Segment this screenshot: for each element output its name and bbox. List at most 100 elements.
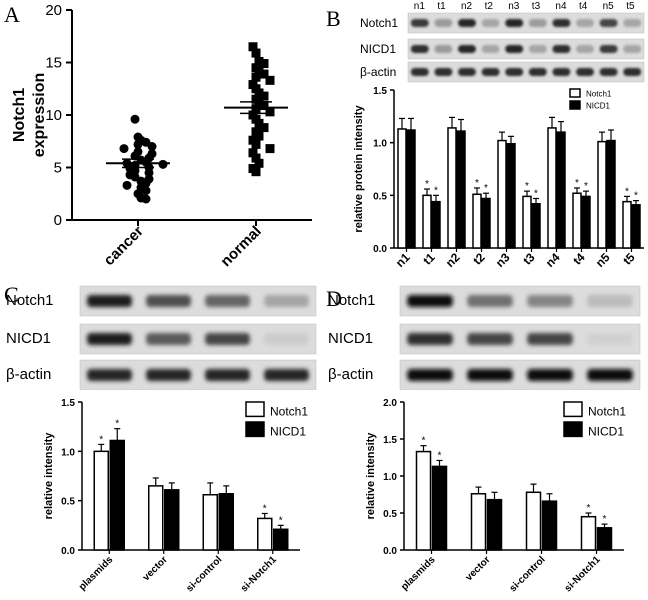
nicd1-bar <box>164 489 180 551</box>
significance-marker: * <box>475 178 479 189</box>
notch1-bar <box>622 200 632 249</box>
x-tick-label: vector <box>141 554 170 583</box>
significance-marker: * <box>422 436 426 447</box>
cancer-data-point <box>130 114 140 124</box>
x-tick-label: n4 <box>543 250 563 270</box>
panel-c-bar-chart: 0.0 0.5 1.0 1.5 relative intensity * * plasmids… <box>43 398 308 594</box>
y-tick-label: 2.0 <box>383 398 397 409</box>
legend-swatch-nicd1 <box>245 421 265 438</box>
x-tick-label: si-Notch1 <box>239 554 279 594</box>
cancer-data-point <box>141 186 151 196</box>
nicd1-bar <box>531 203 541 249</box>
cancer-data-point <box>122 180 132 190</box>
legend-swatch-notch1 <box>569 88 581 98</box>
significance-marker: * <box>425 179 429 190</box>
blot-band <box>458 45 476 53</box>
blot-band <box>527 369 573 381</box>
significance-marker: * <box>484 183 488 194</box>
blot-band <box>623 68 642 76</box>
y-tick-label: 0.0 <box>373 244 387 255</box>
legend-label-notch1: Notch1 <box>588 405 626 419</box>
y-tick-label: 5 <box>54 160 62 177</box>
legend-label-nicd1: NICD1 <box>586 102 611 111</box>
notch1-bar <box>397 128 407 249</box>
blot-band <box>587 369 633 381</box>
blot-row-label: β-actin <box>360 64 397 79</box>
blot-band <box>205 369 250 381</box>
blot-band <box>552 68 571 76</box>
blot-band <box>552 45 571 53</box>
x-tick-label: t4 <box>570 250 588 268</box>
blot-band <box>410 68 429 76</box>
notch1-bar <box>93 450 109 551</box>
blot-band <box>481 19 500 27</box>
significance-marker: * <box>584 181 588 192</box>
y-axis-title: relative intensity <box>43 432 55 520</box>
nicd1-bar <box>606 139 616 249</box>
y-tick-label: 1.5 <box>383 435 397 446</box>
blot-band <box>205 295 250 307</box>
blot-band <box>599 19 618 27</box>
x-tick-label: n5 <box>593 250 613 270</box>
nicd1-bar <box>541 500 558 551</box>
notch1-bar <box>525 491 542 551</box>
nicd1-bar <box>218 493 234 551</box>
blot-band <box>467 333 513 345</box>
x-tick-label: t1 <box>420 250 438 268</box>
notch1-bar <box>522 195 532 249</box>
normal-data-point <box>259 69 269 79</box>
cancer-data-point <box>141 194 151 204</box>
blot-band <box>146 369 191 381</box>
panel-letter-b: B <box>326 6 341 31</box>
notch1-bar <box>547 127 557 249</box>
notch1-bar <box>472 193 482 249</box>
nicd1-bar <box>456 130 466 249</box>
blot-row-label: β-actin <box>6 366 52 383</box>
blot-band <box>481 45 500 53</box>
blot-strip <box>407 12 645 34</box>
blot-band <box>623 45 642 53</box>
panel-b-western-blot: Notch1 NICD1 β-actin n1 t1 n2 t2 n3 t3 n4 t4 n5 t5 <box>360 0 648 86</box>
y-axis-title-line: Notch1 <box>11 88 28 142</box>
nicd1-bar <box>431 465 448 551</box>
notch1-bar <box>202 493 218 551</box>
nicd1-bar <box>506 142 516 249</box>
significance-marker: * <box>587 503 591 514</box>
significance-marker: * <box>625 186 629 197</box>
normal-data-point <box>248 148 258 158</box>
blot-lane-label: t1 <box>437 1 446 12</box>
significance-marker: * <box>438 450 442 461</box>
y-tick-label: 1.5 <box>61 398 75 409</box>
blot-band <box>467 295 513 307</box>
blot-image <box>399 285 641 390</box>
blot-band <box>434 68 453 76</box>
blot-row-label: Notch1 <box>6 292 54 309</box>
x-tick-label: si-control <box>508 554 548 594</box>
x-tick-label: t2 <box>470 250 488 268</box>
nicd1-bar <box>431 200 441 249</box>
nicd1-bar <box>109 439 125 551</box>
blot-band <box>264 333 309 345</box>
y-axis-title-line: expression <box>31 73 48 157</box>
blot-lane-label: n1 <box>413 1 425 12</box>
normal-data-point <box>254 131 264 141</box>
blot-band <box>410 45 429 53</box>
blot-band <box>587 333 633 345</box>
normal-data-point <box>248 42 258 52</box>
blot-lane-label: t5 <box>626 1 635 12</box>
y-tick-label: 1.5 <box>373 86 387 97</box>
blot-row-label: NICD1 <box>360 41 397 56</box>
panel-a-scatter-plot: 0 5 10 15 20 Notch1 expression cancer normal <box>11 2 312 270</box>
panel-letter-c: C <box>4 282 19 307</box>
blot-band <box>205 333 250 345</box>
panel-letter-d: D <box>326 286 342 311</box>
significance-marker: * <box>115 419 119 430</box>
normal-data-point <box>259 91 269 101</box>
significance-marker: * <box>263 503 267 514</box>
blot-band <box>599 45 618 53</box>
legend-label-nicd1: NICD1 <box>588 425 624 439</box>
x-tick-label: cancer <box>101 223 147 269</box>
normal-data-point <box>251 167 261 177</box>
blot-band <box>528 45 547 53</box>
blot-band <box>146 295 191 307</box>
